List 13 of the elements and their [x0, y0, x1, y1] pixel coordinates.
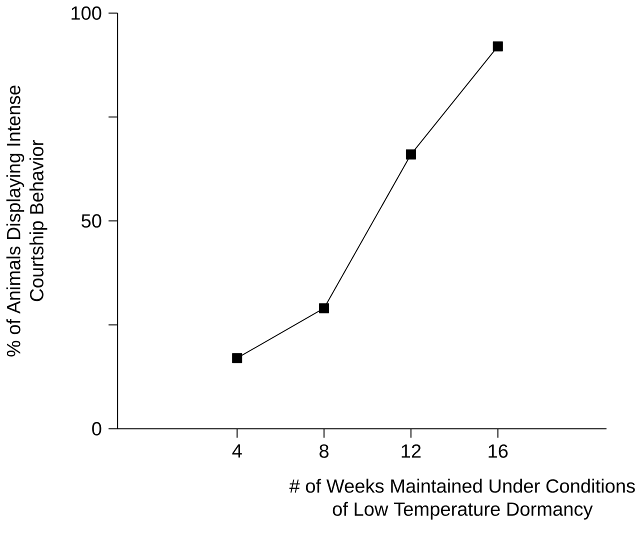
point	[492, 41, 503, 52]
x-tick-label: 4	[232, 444, 242, 458]
point	[406, 149, 416, 160]
x-tick-label: 12	[402, 444, 421, 458]
y-tick-label: 100	[72, 6, 102, 20]
y-tick-label: 0	[92, 422, 102, 436]
x-tick-label: 8	[320, 444, 329, 458]
y-axis-title: % of Animals Displaying Intense Courtship Behavior	[6, 85, 48, 356]
y-tick-label: 50	[82, 214, 102, 228]
x-axis-title: # of Weeks Maintained Under Conditions of Low Temperature Dormancy	[289, 478, 635, 520]
point	[319, 303, 330, 314]
x-tick-label: 16	[488, 444, 508, 458]
point	[232, 352, 242, 363]
